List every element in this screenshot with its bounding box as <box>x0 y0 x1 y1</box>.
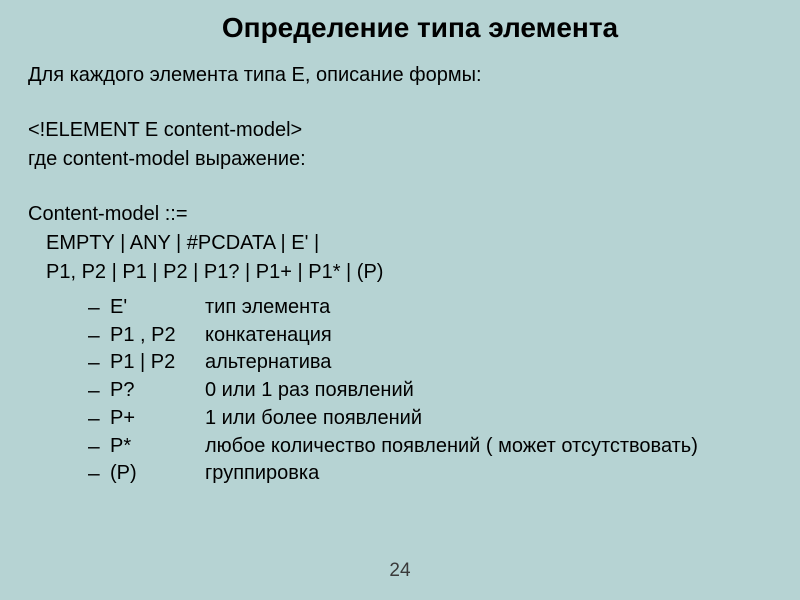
term: P* <box>110 433 205 459</box>
dash-icon: – <box>88 322 110 350</box>
text-line: Для каждого элемента типа E, описание фо… <box>28 62 772 89</box>
text-line: P1, P2 | P1 | P2 | P1? | P1+ | P1* | (P) <box>28 259 772 286</box>
desc: группировка <box>205 460 772 486</box>
desc: 1 или более появлений <box>205 405 772 431</box>
list-item: – P1 , P2 конкатенация <box>88 322 772 350</box>
desc: альтернатива <box>205 349 772 375</box>
desc: любое количество появлений ( может отсут… <box>205 433 772 459</box>
desc: 0 или 1 раз появлений <box>205 377 772 403</box>
term: P? <box>110 377 205 403</box>
list-item: – (P) группировка <box>88 460 772 488</box>
slide-body: Для каждого элемента типа E, описание фо… <box>28 62 772 488</box>
term: E' <box>110 294 205 320</box>
text-line: EMPTY | ANY | #PCDATA | E' | <box>28 230 772 257</box>
dash-icon: – <box>88 349 110 377</box>
text-line: где content-model выражение: <box>28 146 772 173</box>
page-number: 24 <box>389 560 410 582</box>
term: P+ <box>110 405 205 431</box>
term: (P) <box>110 460 205 486</box>
list-item: – P* любое количество появлений ( может … <box>88 433 772 461</box>
text-line: <!ELEMENT E content-model> <box>28 117 772 144</box>
definition-list: – E' тип элемента – P1 , P2 конкатенация… <box>28 294 772 488</box>
dash-icon: – <box>88 405 110 433</box>
list-item: – P? 0 или 1 раз появлений <box>88 377 772 405</box>
text-line: Content-model ::= <box>28 201 772 228</box>
dash-icon: – <box>88 294 110 322</box>
dash-icon: – <box>88 433 110 461</box>
list-item: – P1 | P2 альтернатива <box>88 349 772 377</box>
term: P1 | P2 <box>110 349 205 375</box>
desc: конкатенация <box>205 322 772 348</box>
dash-icon: – <box>88 377 110 405</box>
list-item: – E' тип элемента <box>88 294 772 322</box>
dash-icon: – <box>88 460 110 488</box>
desc: тип элемента <box>205 294 772 320</box>
term: P1 , P2 <box>110 322 205 348</box>
slide-title: Определение типа элемента <box>68 12 772 44</box>
list-item: – P+ 1 или более появлений <box>88 405 772 433</box>
